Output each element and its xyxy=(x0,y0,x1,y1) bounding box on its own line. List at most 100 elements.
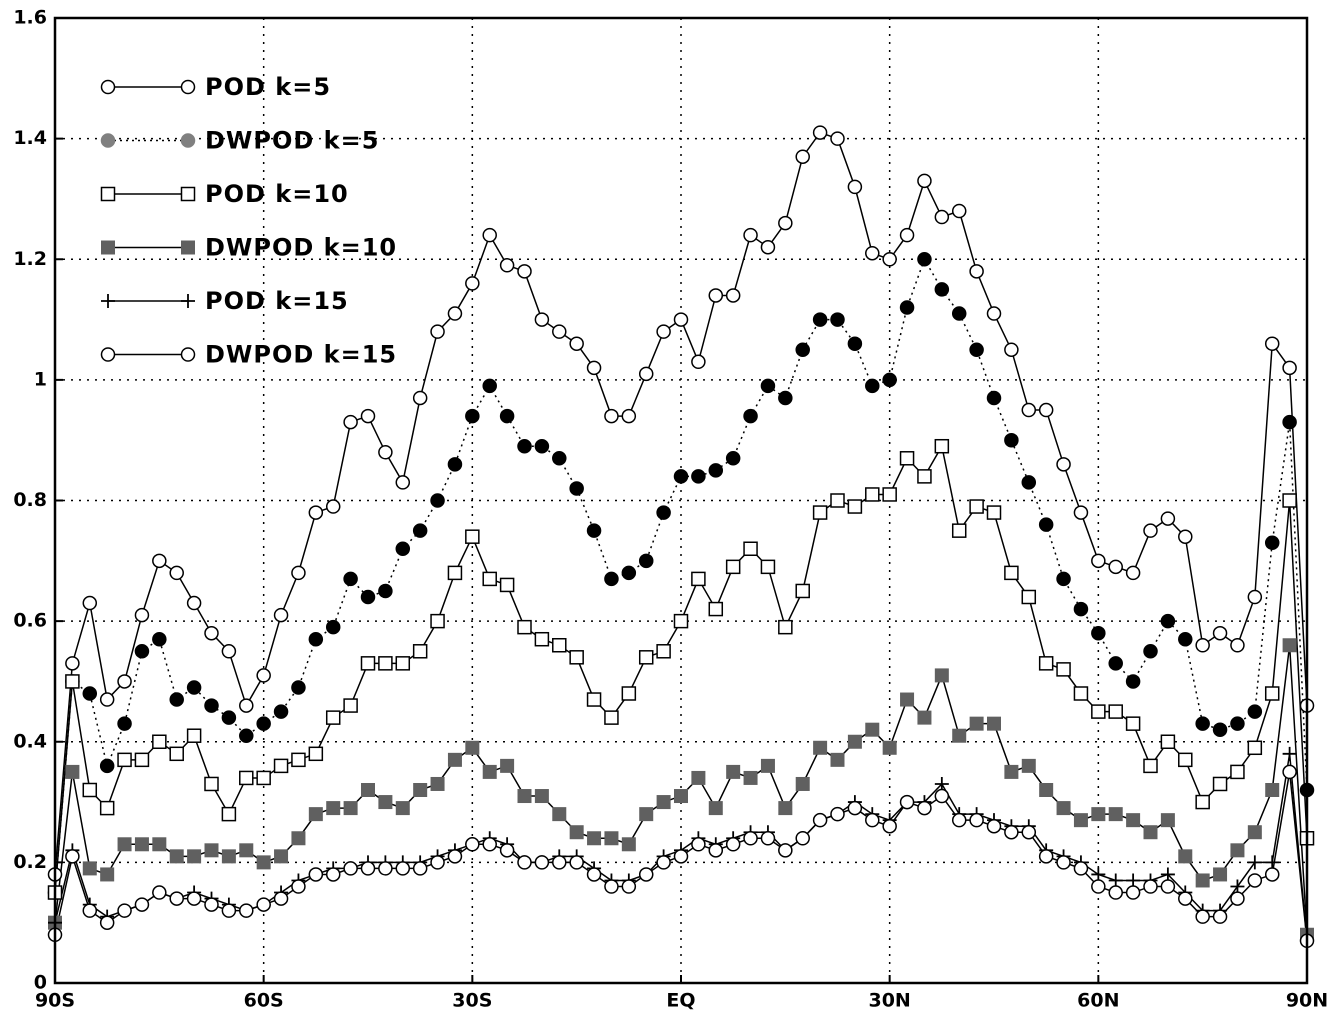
point xyxy=(239,770,254,786)
point xyxy=(1004,432,1019,448)
point xyxy=(82,903,98,918)
plot-frame xyxy=(53,16,1309,985)
point xyxy=(743,408,758,424)
point xyxy=(656,855,671,870)
point xyxy=(986,818,1002,834)
point xyxy=(187,849,202,864)
point xyxy=(325,619,341,635)
point xyxy=(1160,867,1175,882)
y-tick-label: 1.6 xyxy=(13,7,47,29)
point xyxy=(517,855,532,870)
point xyxy=(1021,589,1037,605)
point xyxy=(499,408,515,424)
point xyxy=(951,812,967,828)
point xyxy=(1247,873,1263,888)
point xyxy=(830,312,845,327)
point xyxy=(1073,686,1089,701)
point xyxy=(604,831,619,846)
point xyxy=(1021,824,1037,840)
point xyxy=(1021,402,1037,418)
point xyxy=(847,499,863,514)
point xyxy=(656,795,671,810)
point xyxy=(82,782,98,798)
point xyxy=(308,867,324,882)
point xyxy=(899,794,915,810)
point xyxy=(152,734,167,749)
point xyxy=(204,625,219,641)
point xyxy=(656,644,671,659)
x-tick-label: 60S xyxy=(244,990,284,1012)
point xyxy=(586,867,602,882)
point xyxy=(308,631,324,647)
x-tick-label: 30S xyxy=(452,990,492,1012)
point xyxy=(604,710,619,725)
point xyxy=(517,264,532,279)
point xyxy=(395,656,411,671)
point xyxy=(482,227,497,243)
point xyxy=(917,710,932,725)
point xyxy=(725,559,741,575)
point xyxy=(1091,867,1106,882)
point xyxy=(1247,704,1263,719)
point xyxy=(378,583,393,599)
point xyxy=(117,752,132,768)
point xyxy=(465,529,480,544)
point xyxy=(1212,625,1228,641)
point xyxy=(378,861,393,876)
point xyxy=(360,861,376,876)
point xyxy=(795,776,810,791)
point xyxy=(638,867,654,882)
point xyxy=(1195,909,1210,924)
point xyxy=(1212,776,1228,792)
point xyxy=(1247,855,1262,870)
point xyxy=(812,312,828,327)
y-tick-label: 0.6 xyxy=(13,610,47,632)
point xyxy=(134,607,150,623)
point xyxy=(412,861,428,876)
point xyxy=(1073,601,1089,617)
point xyxy=(1091,704,1106,719)
point xyxy=(865,812,880,828)
point xyxy=(325,710,341,725)
point xyxy=(273,607,289,623)
point xyxy=(117,903,132,918)
point xyxy=(952,728,967,743)
point xyxy=(569,855,584,870)
point xyxy=(152,631,167,647)
point xyxy=(1039,783,1054,797)
point xyxy=(291,879,306,894)
point xyxy=(847,179,863,195)
point xyxy=(778,801,793,816)
point xyxy=(239,698,254,713)
point xyxy=(760,831,776,846)
point xyxy=(934,438,950,454)
legend-marker xyxy=(101,294,115,308)
point xyxy=(482,837,497,852)
point xyxy=(169,891,184,906)
point xyxy=(152,837,167,852)
point xyxy=(1230,764,1245,780)
point xyxy=(674,789,688,804)
point xyxy=(1143,523,1158,538)
point xyxy=(221,806,237,822)
point xyxy=(1056,801,1071,816)
point xyxy=(99,692,115,707)
point xyxy=(1126,873,1141,888)
point xyxy=(117,837,132,852)
point xyxy=(308,807,323,822)
point xyxy=(1091,625,1106,641)
point xyxy=(482,571,497,587)
point xyxy=(517,789,532,804)
y-tick-label: 1.4 xyxy=(13,127,47,149)
y-tick-label: 0.8 xyxy=(13,489,47,511)
point xyxy=(934,282,950,297)
point xyxy=(1038,849,1054,864)
point xyxy=(221,644,237,659)
point xyxy=(1091,879,1106,894)
point xyxy=(465,837,480,852)
point xyxy=(1195,716,1210,731)
point xyxy=(951,523,967,538)
point xyxy=(1230,891,1245,906)
point xyxy=(360,656,376,671)
point xyxy=(82,861,97,876)
